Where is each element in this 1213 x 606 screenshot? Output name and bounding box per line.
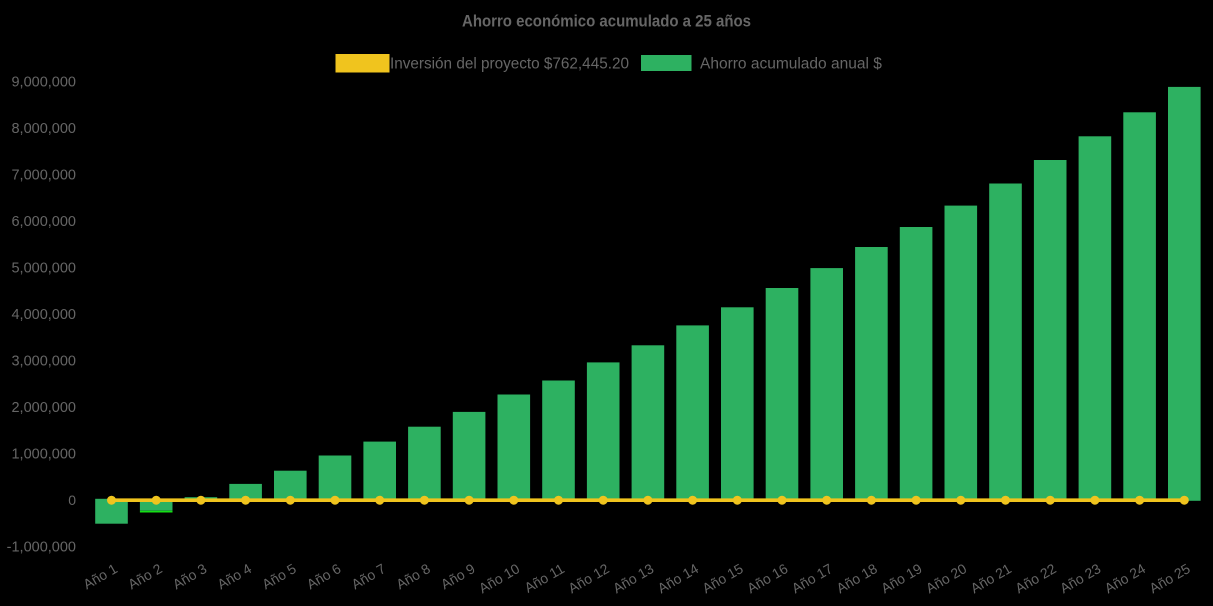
svg-text:-1,000,000: -1,000,000 [7,539,76,555]
svg-text:Inversión del proyecto $762,44: Inversión del proyecto $762,445.20 [390,55,629,72]
svg-text:9,000,000: 9,000,000 [11,75,76,91]
svg-text:4,000,000: 4,000,000 [11,307,76,323]
svg-text:8,000,000: 8,000,000 [11,121,76,137]
svg-text:0: 0 [68,492,76,508]
svg-text:5,000,000: 5,000,000 [11,260,76,276]
svg-text:Ahorro económico acumulado a 2: Ahorro económico acumulado a 25 años [462,11,751,30]
svg-text:2,000,000: 2,000,000 [11,400,76,416]
svg-text:Ahorro acumulado anual $: Ahorro acumulado anual $ [700,55,882,72]
svg-text:7,000,000: 7,000,000 [11,168,76,184]
svg-text:6,000,000: 6,000,000 [11,214,76,230]
svg-text:1,000,000: 1,000,000 [11,446,76,462]
svg-text:3,000,000: 3,000,000 [11,353,76,369]
